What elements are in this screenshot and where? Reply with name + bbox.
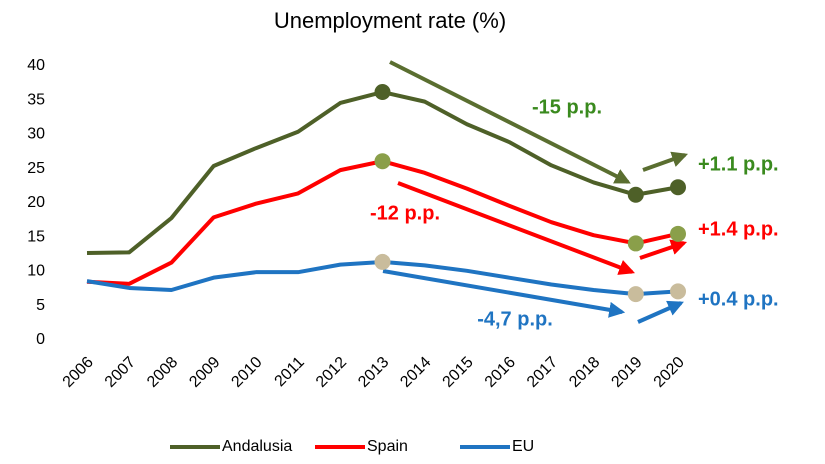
annotation: +1.1 p.p.	[698, 153, 779, 175]
annotation: -4,7 p.p.	[477, 308, 553, 330]
x-tick-label: 2020	[651, 354, 688, 391]
arrow	[642, 151, 689, 172]
x-tick-label: 2018	[566, 354, 603, 391]
x-tick-label: 2011	[272, 354, 308, 390]
marker	[374, 153, 391, 170]
marker	[374, 253, 391, 270]
annotation: -12 p.p.	[370, 202, 440, 224]
x-tick-label: 2007	[102, 354, 139, 391]
arrow	[397, 181, 635, 275]
marker	[627, 235, 644, 252]
chart-title: Unemployment rate (%)	[274, 8, 506, 33]
annotation: +1.4 p.p.	[698, 218, 779, 240]
annotation: +0.4 p.p.	[698, 288, 779, 310]
x-tick-label: 2019	[608, 354, 645, 391]
x-tick-label: 2009	[186, 354, 223, 391]
legend-label: Spain	[367, 438, 408, 455]
y-tick-label: 35	[27, 91, 45, 108]
marker	[670, 225, 686, 242]
legend-label: EU	[512, 438, 534, 455]
marker	[670, 179, 686, 196]
y-tick-label: 20	[27, 194, 45, 211]
x-tick-label: 2006	[60, 354, 97, 391]
x-tick-label: 2014	[397, 354, 434, 391]
marker	[670, 283, 686, 300]
y-tick-label: 10	[27, 263, 45, 280]
arrow	[637, 300, 684, 324]
arrows	[382, 60, 689, 324]
y-tick-label: 30	[27, 126, 45, 143]
arrow	[639, 239, 688, 260]
x-tick-label: 2017	[524, 354, 561, 391]
x-tick-label: 2010	[228, 354, 265, 391]
marker	[627, 286, 644, 303]
x-tick-label: 2016	[482, 354, 519, 391]
y-tick-label: 5	[36, 297, 45, 314]
marker	[627, 186, 644, 203]
y-tick-label: 40	[27, 57, 45, 74]
annotation: -15 p.p.	[532, 96, 602, 118]
arrow	[389, 60, 631, 184]
y-tick-label: 15	[27, 228, 45, 245]
y-tick-label: 25	[27, 160, 45, 177]
x-tick-label: 2015	[440, 354, 477, 391]
x-tick-label: 2012	[313, 354, 350, 391]
marker	[374, 84, 391, 101]
legend-label: Andalusia	[222, 438, 292, 455]
x-tick-label: 2008	[144, 354, 181, 391]
x-tick-label: 2013	[355, 354, 392, 391]
y-tick-label: 0	[36, 331, 45, 348]
arrow	[382, 269, 626, 318]
